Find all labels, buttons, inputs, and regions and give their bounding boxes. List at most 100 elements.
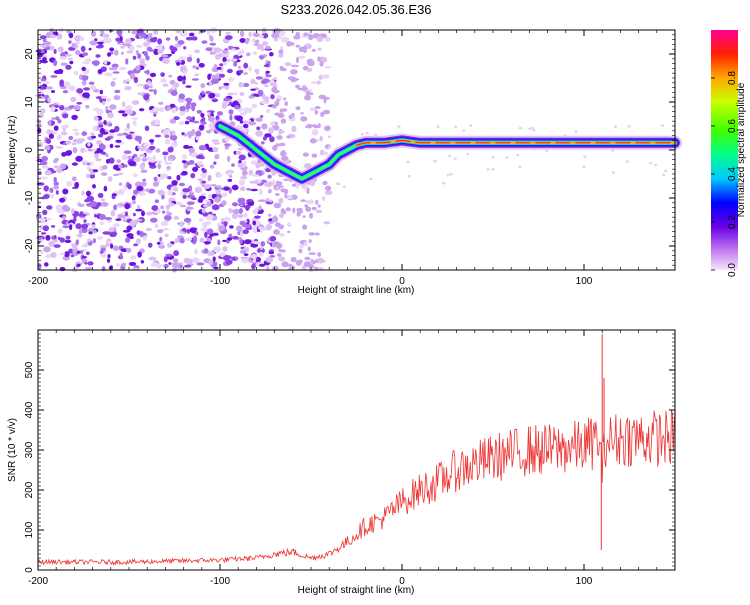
noise-blob [66,30,72,33]
noise-blob [177,40,185,45]
noise-blob [216,185,222,189]
noise-blob [237,147,244,151]
noise-blob [160,173,168,179]
colorbar: 0.0 0.2 0.4 0.6 0.8 Normalized spectral ampl… [711,30,747,277]
noise-blob [309,107,317,112]
noise-blob [374,133,378,136]
noise-blob [173,250,180,257]
noise-blob [243,253,249,256]
noise-blob [125,38,132,45]
noise-blob [122,132,128,136]
noise-blob [274,125,279,129]
noise-blob [62,204,69,211]
noise-blob [186,228,191,234]
noise-blob [436,125,440,128]
noise-blob [189,227,197,234]
noise-blob [309,138,317,144]
noise-blob [209,233,214,237]
snr-y-tick-label: 500 [24,361,35,378]
noise-blob [75,223,82,230]
noise-blob [317,204,321,208]
noise-blob [181,160,187,164]
noise-blob [231,202,237,207]
noise-blob [215,93,221,98]
noise-blob [236,225,243,232]
noise-blob [198,218,204,222]
noise-blob [160,72,165,77]
noise-blob [40,78,46,82]
noise-blob [168,202,175,207]
noise-blob [258,205,262,211]
noise-blob [301,265,307,271]
noise-blob [279,212,284,219]
noise-blob [226,58,231,62]
noise-blob [278,248,282,252]
noise-blob [101,266,106,272]
noise-blob [244,204,251,210]
noise-blob [324,66,332,69]
noise-blob [147,80,151,84]
noise-blob [138,192,146,196]
noise-blob [86,92,90,99]
noise-blob [290,69,298,75]
noise-blob [203,221,212,226]
noise-blob [298,46,305,52]
noise-blob [221,102,227,109]
noise-blob [269,136,275,143]
noise-blob [195,136,200,141]
noise-blob [71,114,78,120]
noise-blob [258,188,263,195]
noise-blob [260,141,265,145]
noise-blob [245,227,253,230]
noise-blob [94,116,99,121]
noise-blob [171,130,176,136]
noise-blob [257,163,265,167]
noise-blob [43,246,51,253]
noise-blob [45,86,53,90]
noise-blob [54,157,59,162]
noise-blob [167,212,172,216]
noise-blob [159,106,165,112]
noise-blob [240,82,245,86]
noise-blob [287,222,292,228]
noise-blob [259,35,264,38]
noise-blob [265,197,270,202]
noise-blob [44,170,52,176]
noise-blob [274,121,279,126]
noise-blob [209,35,214,42]
noise-blob [323,151,329,156]
noise-blob [252,241,261,245]
noise-blob [136,44,143,48]
noise-blob [231,163,235,167]
noise-blob [81,66,86,71]
noise-blob [320,111,325,118]
noise-blob [170,46,178,53]
noise-blob [281,155,289,161]
colorbar-tick-label: 0.6 [727,119,738,133]
noise-blob [191,197,197,201]
noise-blob [179,111,186,116]
noise-blob [167,176,172,180]
noise-blob [133,243,139,247]
noise-blob [189,152,193,156]
noise-blob [161,210,166,214]
noise-blob [259,114,264,119]
noise-blob [190,173,196,179]
noise-blob [231,184,239,191]
noise-blob [200,192,206,196]
noise-blob [303,261,312,268]
noise-blob [132,199,136,205]
noise-blob [142,42,151,46]
noise-blob [80,227,88,234]
noise-blob [295,84,300,89]
noise-blob [261,27,267,34]
noise-blob [221,200,227,206]
noise-blob [319,61,324,67]
noise-blob [574,130,578,133]
noise-blob [245,38,249,45]
noise-blob [56,33,63,40]
noise-blob [182,80,186,85]
noise-blob [186,201,195,206]
noise-blob [203,241,212,244]
noise-blob [183,257,191,264]
